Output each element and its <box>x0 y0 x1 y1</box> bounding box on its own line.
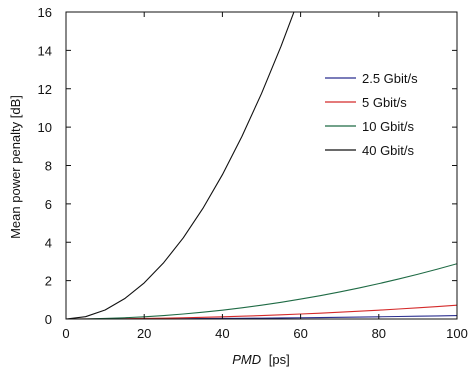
x-axis-title-quantity: PMD <box>232 352 261 367</box>
legend-label-0: 2.5 Gbit/s <box>362 71 418 86</box>
x-tick-label: 0 <box>62 326 69 341</box>
legend: 2.5 Gbit/s 5 Gbit/s 10 Gbit/s 40 Gbit/s <box>325 71 418 158</box>
x-tick-label: 80 <box>372 326 386 341</box>
x-tick-label: 60 <box>293 326 307 341</box>
y-tick-label: 14 <box>38 43 52 58</box>
x-axis-title-unit: [ps] <box>269 352 290 367</box>
y-tick-label: 0 <box>45 312 52 327</box>
y-tick-label: 10 <box>38 120 52 135</box>
x-tick-label: 20 <box>137 326 151 341</box>
axes-layer: 0 20 40 60 80 100 0 2 4 6 8 10 12 14 16 <box>38 5 468 341</box>
legend-label-2: 10 Gbit/s <box>362 119 415 134</box>
series-layer <box>66 12 457 319</box>
y-tick-label: 16 <box>38 5 52 20</box>
series-line-2 <box>66 263 457 319</box>
plot-frame <box>65 11 458 320</box>
x-tick-label: 40 <box>215 326 229 341</box>
y-tick-label: 8 <box>45 159 52 174</box>
series-line-3 <box>66 12 295 319</box>
y-tick-label: 4 <box>45 235 52 250</box>
x-tick-label: 100 <box>446 326 468 341</box>
y-tick-label: 12 <box>38 82 52 97</box>
legend-label-1: 5 Gbit/s <box>362 95 407 110</box>
legend-label-3: 40 Gbit/s <box>362 143 415 158</box>
y-axis-title: Mean power penalty [dB] <box>8 95 23 239</box>
x-axis-title: PMD [ps] <box>232 352 289 367</box>
y-tick-label: 2 <box>45 274 52 289</box>
y-tick-label: 6 <box>45 197 52 212</box>
